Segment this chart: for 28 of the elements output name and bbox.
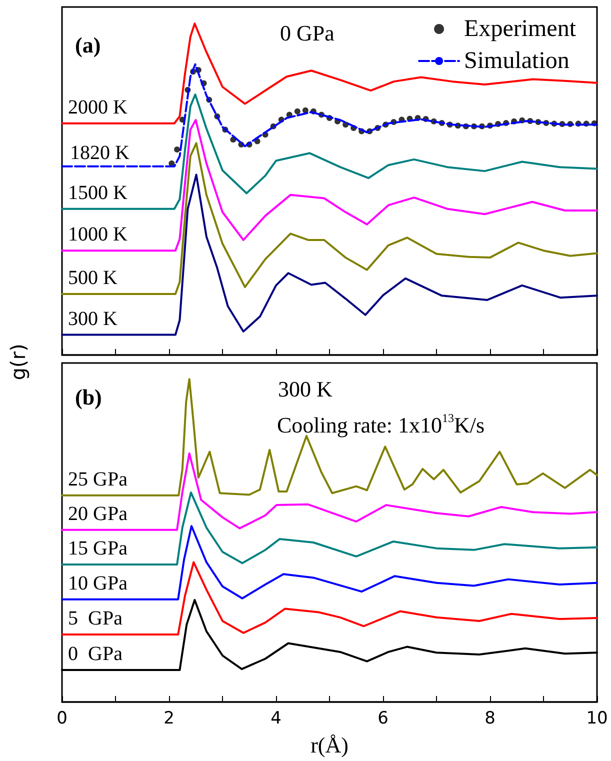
annotation: 1820 K	[70, 142, 130, 164]
series-label: 1000 K	[68, 224, 128, 246]
series-label: 0 GPa	[68, 643, 123, 666]
legend-label: Simulation	[464, 48, 570, 74]
legend-label: Experiment	[464, 16, 576, 42]
x-tick-label: 2	[164, 708, 174, 728]
annotation: 300 K	[278, 376, 332, 402]
x-tick-label: 0	[56, 708, 68, 728]
y-axis-title: g(r)	[6, 342, 30, 382]
series-label: 20 GPa	[68, 502, 128, 525]
point	[174, 146, 180, 153]
annotation: (a)	[75, 32, 101, 58]
series-label: 2000 K	[68, 96, 128, 118]
x-tick-label: 10	[586, 708, 608, 728]
series-label: 5 GPa	[68, 608, 123, 630]
x-tick-label: 4	[270, 708, 282, 728]
series-label: 300 K	[68, 308, 118, 330]
annotation: (b)	[75, 384, 102, 410]
x-tick-label: 6	[378, 708, 388, 728]
x-axis-title: r(Å)	[310, 732, 348, 758]
point	[294, 108, 300, 114]
annotation: 0 GPa	[280, 20, 335, 46]
series-label: 25 GPa	[68, 468, 128, 490]
series-label: 1500 K	[68, 182, 128, 204]
x-tick-label: 8	[484, 708, 496, 728]
series-label: 10 GPa	[68, 572, 128, 594]
series-label: 15 GPa	[68, 537, 128, 560]
series-label: 500 K	[68, 267, 118, 290]
